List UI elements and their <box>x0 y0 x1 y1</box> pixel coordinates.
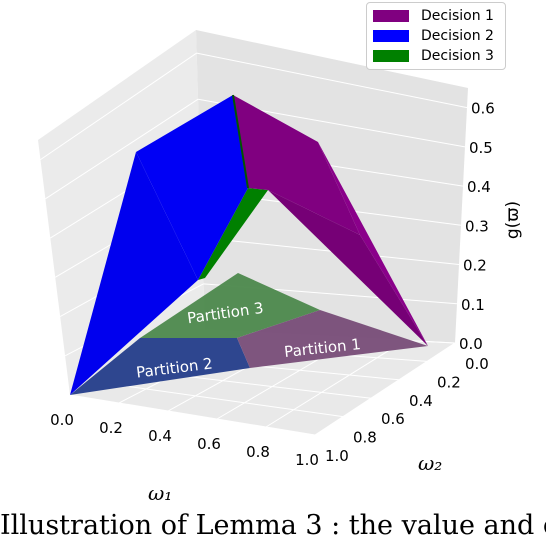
legend-swatch-decision-1 <box>373 10 409 22</box>
grid-line-z <box>202 237 460 266</box>
z-tick-label: 0.3 <box>465 217 489 235</box>
decision-2-surface-top <box>136 95 248 280</box>
decision-3-surface <box>198 188 268 280</box>
legend: Decision 1 Decision 2 Decision 3 <box>366 2 506 70</box>
figure-caption: Illustration of Lemma 3 : the value and … <box>0 510 546 540</box>
legend-label-decision-2: Decision 2 <box>421 28 494 44</box>
x-tick-label: 0.8 <box>246 443 270 461</box>
y-tick-label: 0.4 <box>409 392 433 410</box>
partition-1-region <box>237 310 428 368</box>
grid-line-y <box>69 394 316 436</box>
legend-item-decision-2: Decision 2 <box>373 26 499 46</box>
z-tick-label: 0.6 <box>471 100 495 118</box>
grid-line-z <box>45 98 199 200</box>
y-tick-label: 0.2 <box>437 373 461 391</box>
z-tick-label: 0.5 <box>469 139 493 157</box>
grid-line-z <box>40 52 197 161</box>
surface-plot: Partition 3 Partition 2 Partition 1 0.0 0… <box>38 30 523 505</box>
z-axis-label: g(ϖ) <box>503 201 523 239</box>
grid-line-x <box>265 339 406 428</box>
x-tick-label: 0.6 <box>197 435 221 453</box>
y-tick-label: 0.8 <box>353 429 377 447</box>
z-tick-label: 0.4 <box>467 178 491 196</box>
x-tick-label: 0.4 <box>148 427 172 445</box>
surface-ridge <box>232 94 249 189</box>
x-tick-label: 0.2 <box>99 419 123 437</box>
decision-1-surface-right <box>318 142 428 346</box>
decision-1-surface-front <box>268 190 428 346</box>
z-tick-label: 0.1 <box>461 296 485 314</box>
y-tick-label: 1.0 <box>325 447 349 465</box>
grid-line-z <box>196 52 468 109</box>
grid-line-y <box>96 381 344 418</box>
x-tick-label: 1.0 <box>295 451 319 469</box>
legend-swatch-decision-3 <box>373 50 409 62</box>
y-axis-label: ω₂ <box>418 451 442 475</box>
z-tick-label: 0.0 <box>459 335 483 353</box>
y-axis-ticks: 0.00.20.40.60.81.0 <box>325 355 489 465</box>
legend-label-decision-3: Decision 3 <box>421 48 494 64</box>
y-tick-label: 0.0 <box>465 355 489 373</box>
legend-item-decision-3: Decision 3 <box>373 46 499 66</box>
z-axis-ticks: 0.0 0.1 0.2 0.3 0.4 0.5 0.6 <box>459 100 495 353</box>
x-axis-label: ω₁ <box>148 481 172 505</box>
legend-swatch-decision-2 <box>373 30 409 42</box>
legend-label-decision-1: Decision 1 <box>421 8 494 24</box>
grid-line-x <box>314 342 456 436</box>
decision-2-surface-left <box>70 152 198 395</box>
z-tick-label: 0.2 <box>463 257 487 275</box>
partition-2-region <box>70 338 250 395</box>
x-axis-ticks: 0.0 0.2 0.4 0.6 0.8 1.0 <box>50 411 319 469</box>
decision-1-surface-top <box>233 95 360 235</box>
partition-3-region <box>140 273 320 338</box>
x-tick-label: 0.0 <box>50 411 74 429</box>
y-tick-label: 0.6 <box>381 410 405 428</box>
legend-item-decision-1: Decision 1 <box>373 6 499 26</box>
